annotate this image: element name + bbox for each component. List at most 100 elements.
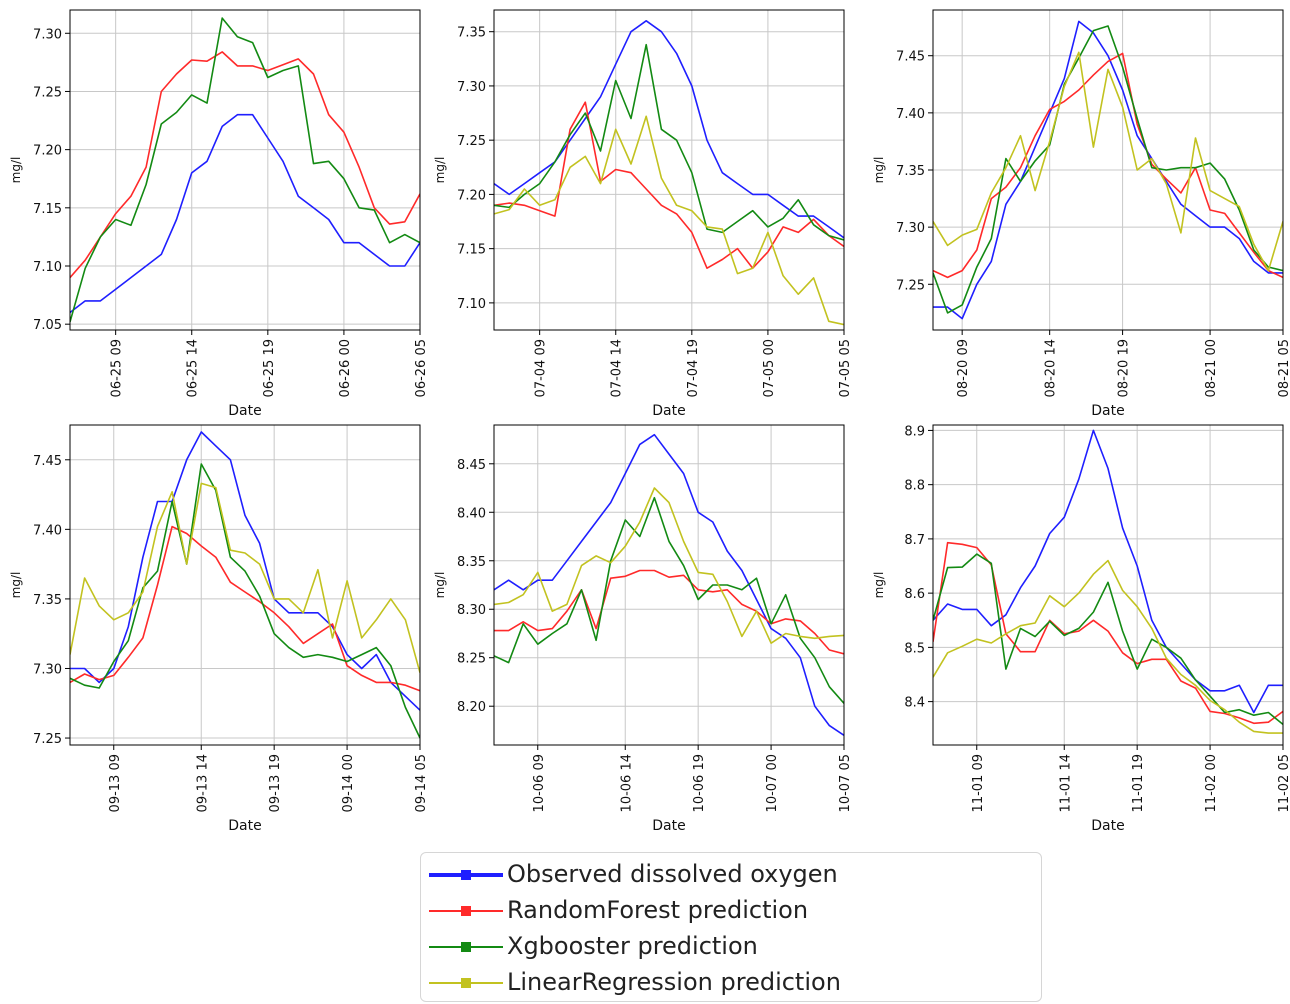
series-line-lr: [494, 487, 844, 645]
x-axis-label: Date: [228, 818, 261, 834]
y-axis-label: mg/l: [872, 157, 886, 184]
y-tick-label: 7.10: [457, 297, 486, 312]
x-tick-label: 10-06 09: [532, 754, 547, 812]
series-line-xgb: [494, 496, 844, 704]
y-axis-label: mg/l: [9, 157, 23, 184]
series-line-lr: [933, 559, 1283, 734]
legend-label-observed: Observed dissolved oxygen: [507, 860, 838, 888]
y-tick-label: 7.35: [33, 593, 62, 608]
legend: Observed dissolved oxygen RandomForest p…: [420, 852, 1042, 1002]
series-line-xgb: [933, 25, 1283, 314]
x-tick-label: 11-01 09: [971, 754, 986, 812]
x-tick-label: 09-14 00: [341, 754, 356, 812]
chart-2: 7.10 7.15 7.20 7.25 7.30 7.35 07-04 09 07-04 14…: [433, 9, 853, 419]
y-axis-label: mg/l: [433, 572, 447, 599]
series-line-rf: [494, 101, 844, 270]
x-tick-label: 07-05 00: [762, 339, 777, 397]
chart-3: 7.25 7.30 7.35 7.40 7.45 08-20 09 08-20 14 08-2…: [872, 9, 1290, 419]
legend-swatch-rf: [429, 906, 503, 916]
series-line-rf: [933, 52, 1283, 279]
series-line-xgb: [70, 17, 420, 323]
y-tick-label: 7.15: [457, 243, 486, 258]
x-axis-label: Date: [1091, 403, 1124, 419]
x-tick-label: 07-04 19: [686, 339, 701, 397]
y-tick-label: 8.40: [457, 506, 486, 521]
x-axis-label: Date: [228, 403, 261, 419]
series-line-lr: [494, 115, 844, 326]
x-tick-label: 06-26 05: [414, 339, 429, 397]
x-tick-label: 09-13 09: [108, 754, 123, 812]
x-tick-label: 11-01 19: [1131, 754, 1146, 812]
x-tick-label: 08-20 14: [1044, 339, 1059, 397]
y-tick-label: 7.25: [33, 732, 62, 747]
plot-frame: [69, 9, 421, 331]
x-tick-label: 10-07 05: [838, 754, 853, 812]
y-tick-label: 7.20: [33, 144, 62, 159]
x-axis-label: Date: [1091, 818, 1124, 834]
y-tick-label: 7.40: [896, 107, 925, 122]
y-tick-label: 8.5: [904, 641, 925, 656]
x-tick-label: 10-06 19: [692, 754, 707, 812]
x-tick-label: 11-01 14: [1058, 754, 1073, 812]
y-tick-label: 7.20: [457, 188, 486, 203]
y-tick-label: 7.30: [33, 662, 62, 677]
x-tick-label: 07-05 05: [838, 339, 853, 397]
plot-frame: [69, 424, 421, 746]
y-axis-label: mg/l: [433, 157, 447, 184]
series-line-observed: [494, 433, 844, 736]
x-tick-label: 06-26 00: [338, 339, 353, 397]
x-tick-label: 10-07 00: [765, 754, 780, 812]
y-tick-label: 7.30: [457, 80, 486, 95]
x-tick-label: 06-25 14: [186, 339, 201, 397]
x-axis-label: Date: [652, 403, 685, 419]
x-tick-label: 10-06 14: [619, 754, 634, 812]
legend-swatch-lr: [429, 978, 503, 988]
legend-label-lr: LinearRegression prediction: [507, 968, 841, 996]
x-axis-label: Date: [652, 818, 685, 834]
y-tick-label: 7.15: [33, 202, 62, 217]
legend-item-observed: Observed dissolved oxygen: [421, 857, 1041, 893]
series-line-xgb: [70, 463, 420, 739]
x-tick-label: 07-04 09: [534, 339, 549, 397]
legend-item-lr: LinearRegression prediction: [421, 965, 1041, 1001]
y-tick-label: 7.35: [457, 26, 486, 41]
y-tick-label: 7.25: [896, 278, 925, 293]
y-tick-label: 7.40: [33, 523, 62, 538]
y-tick-label: 8.6: [904, 587, 925, 602]
x-tick-label: 09-13 19: [268, 754, 283, 812]
legend-swatch-observed: [429, 870, 503, 880]
plot-frame: [932, 424, 1284, 746]
x-tick-label: 09-14 05: [414, 754, 429, 812]
y-tick-label: 7.10: [33, 260, 62, 275]
series-line-observed: [494, 19, 844, 239]
x-tick-label: 08-20 19: [1117, 339, 1132, 397]
series-line-observed: [70, 431, 420, 711]
series-line-lr: [70, 482, 420, 673]
x-tick-label: 11-02 00: [1204, 754, 1219, 812]
y-tick-label: 7.25: [457, 134, 486, 149]
series-line-observed: [933, 20, 1283, 320]
legend-label-rf: RandomForest prediction: [507, 896, 809, 924]
y-tick-label: 8.35: [457, 555, 486, 570]
y-tick-label: 8.9: [904, 424, 925, 439]
plot-frame: [493, 424, 845, 746]
series-line-xgb: [494, 43, 844, 241]
x-tick-label: 08-21 00: [1204, 339, 1219, 397]
series-line-lr: [933, 51, 1283, 272]
y-tick-label: 7.30: [896, 221, 925, 236]
series-line-observed: [70, 113, 420, 314]
chart-5: 8.20 8.25 8.30 8.35 8.40 8.45 10-06 09 10-06 14…: [433, 424, 853, 834]
series-line-rf: [70, 525, 420, 692]
legend-label-xgb: Xgbooster prediction: [507, 932, 758, 960]
y-tick-label: 7.25: [33, 85, 62, 100]
y-tick-label: 8.25: [457, 652, 486, 667]
chart-4: 7.25 7.30 7.35 7.40 7.45 09-13 09 09-13 14 09-1…: [9, 424, 429, 834]
series-line-observed: [933, 429, 1283, 714]
y-axis-label: mg/l: [872, 572, 886, 599]
y-tick-label: 7.35: [896, 164, 925, 179]
y-tick-label: 8.45: [457, 458, 486, 473]
legend-item-rf: RandomForest prediction: [421, 893, 1041, 929]
x-tick-label: 07-04 14: [610, 339, 625, 397]
y-tick-label: 7.45: [33, 454, 62, 469]
